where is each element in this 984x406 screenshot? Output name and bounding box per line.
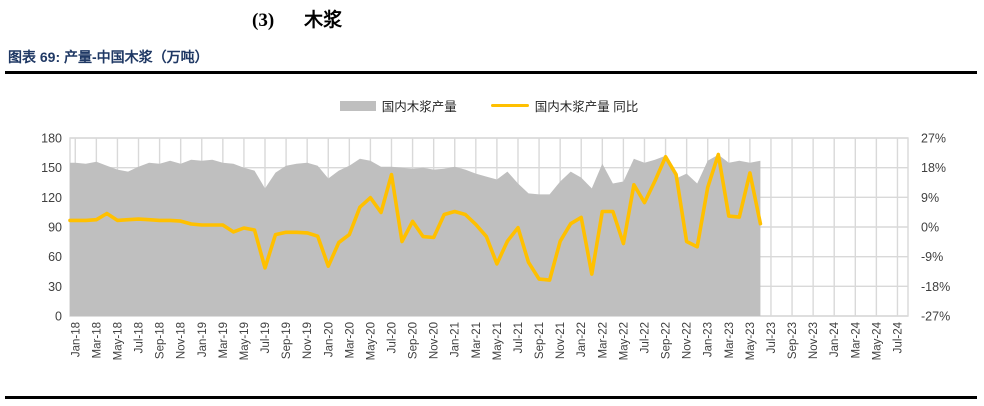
x-axis-tick: Jul-23 — [766, 322, 778, 353]
x-axis-tick: May-18 — [112, 322, 124, 360]
top-divider-rule — [5, 71, 977, 74]
legend-item-area: 国内木浆产量 — [339, 96, 457, 115]
left-axis-tick: 120 — [41, 191, 62, 205]
x-axis-tick: Jan-19 — [197, 322, 209, 357]
x-axis-tick: Sep-19 — [281, 322, 293, 359]
legend-label-area: 国内木浆产量 — [381, 100, 457, 114]
x-axis-tick: Nov-18 — [176, 322, 188, 359]
x-axis-tick: May-19 — [239, 322, 251, 360]
x-axis-tick: Mar-23 — [724, 322, 736, 358]
right-axis-tick: -9% — [921, 250, 943, 264]
x-axis-tick: Nov-20 — [429, 322, 441, 359]
x-axis-tick: May-24 — [871, 321, 883, 360]
right-axis-tick: -27% — [921, 310, 950, 324]
section-title: 木浆 — [304, 10, 343, 31]
section-number: (3) — [252, 10, 275, 31]
x-axis-tick: May-21 — [492, 322, 504, 360]
x-axis-tick: Sep-20 — [408, 322, 420, 359]
x-axis-tick: Jul-21 — [513, 322, 525, 353]
x-axis-tick: Jan-24 — [829, 321, 841, 357]
x-axis-tick: Mar-21 — [471, 322, 483, 358]
x-axis-tick: Mar-20 — [344, 322, 356, 358]
bottom-divider-rule — [5, 396, 977, 399]
x-axis-tick: Sep-18 — [155, 322, 167, 359]
x-axis-tick: Jan-20 — [323, 322, 335, 357]
x-axis-tick: Jan-18 — [70, 322, 82, 357]
x-axis-tick: May-20 — [365, 322, 377, 360]
left-axis-tick: 30 — [48, 280, 62, 294]
x-axis-tick: Jan-22 — [576, 322, 588, 357]
x-axis-tick: Mar-22 — [597, 322, 609, 358]
x-axis-tick: Jul-20 — [387, 322, 399, 353]
right-axis-tick: 0% — [921, 221, 939, 235]
x-axis-tick: Sep-23 — [787, 322, 799, 359]
x-axis-tick: Jul-24 — [893, 321, 905, 353]
right-axis-tick: 18% — [921, 161, 946, 175]
x-axis-tick: Sep-21 — [534, 322, 546, 359]
x-axis-tick: Jul-22 — [640, 322, 652, 353]
right-axis-tick: 27% — [921, 132, 946, 146]
left-axis-tick: 180 — [41, 132, 62, 146]
x-axis-tick: Jan-21 — [450, 322, 462, 357]
figure-caption: 图表 69: 产量-中国木浆（万吨） — [8, 49, 209, 65]
left-axis-tick: 0 — [55, 310, 62, 324]
x-axis-tick: May-23 — [745, 322, 757, 360]
x-axis-tick: Jul-18 — [134, 322, 146, 353]
left-axis-tick: 90 — [48, 221, 62, 235]
x-axis-tick: Nov-23 — [808, 322, 820, 359]
chart-legend: 国内木浆产量 国内木浆产量 同比 — [70, 96, 908, 115]
x-axis-tick: Nov-21 — [555, 322, 567, 359]
area-series-swatch — [339, 100, 376, 111]
section-heading: (3) 木浆 — [252, 5, 342, 32]
left-axis-tick: 150 — [41, 161, 62, 175]
x-axis-tick: Jan-23 — [703, 322, 715, 357]
legend-item-line: 国内木浆产量 同比 — [490, 96, 639, 115]
production-area — [70, 154, 761, 316]
legend-label-line: 国内木浆产量 同比 — [534, 100, 639, 114]
x-axis-tick: Nov-19 — [302, 322, 314, 359]
right-axis-tick: 9% — [921, 191, 939, 205]
yoy-line — [68, 152, 763, 282]
line-series-swatch — [490, 103, 529, 108]
x-axis-tick: Mar-24 — [850, 321, 862, 358]
x-axis-tick: Mar-18 — [91, 322, 103, 358]
x-axis-tick: Nov-22 — [682, 322, 694, 359]
x-axis-tick: Sep-22 — [661, 322, 673, 359]
x-axis-tick: Mar-19 — [218, 322, 230, 358]
x-axis-tick: May-22 — [618, 322, 630, 360]
right-axis-tick: -18% — [921, 280, 950, 294]
x-axis-tick: Jul-19 — [260, 322, 272, 353]
left-axis-tick: 60 — [48, 250, 62, 264]
